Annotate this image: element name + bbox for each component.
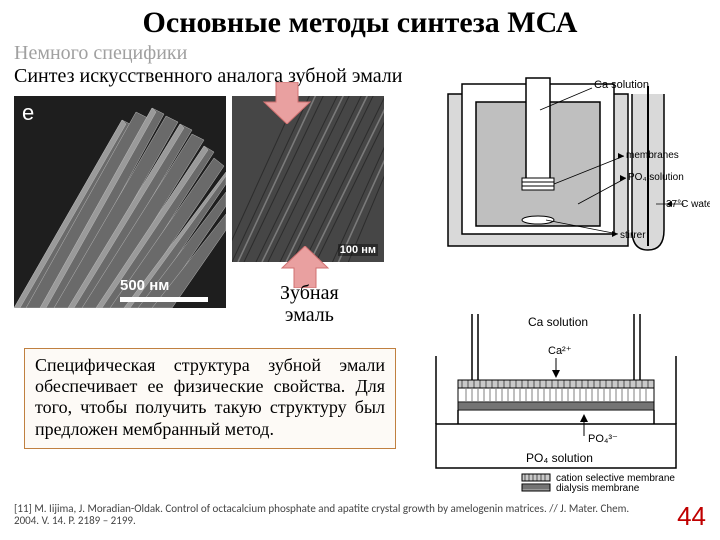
diag-top-water: 37°C water: [666, 199, 710, 210]
diag-top-ca: Ca solution: [594, 79, 649, 91]
diag-bot-po4sol: PO₄ solution: [526, 451, 593, 465]
diag-bot-po43: PO₄³⁻: [588, 433, 618, 445]
diag-top-po4: PO₄ solution: [628, 172, 684, 183]
diag-bot-ca: Ca solution: [528, 315, 588, 329]
body-text: Специфическая структура зубной эмали обе…: [35, 355, 385, 440]
diag-bot-ca2: Ca²⁺: [548, 345, 572, 357]
scale-bar-left: [120, 297, 208, 302]
sem-image-left: e 500 нм: [14, 96, 226, 308]
slide-title: Основные методы синтеза МСА: [0, 0, 720, 40]
diag-top-stirrer: stirrer: [620, 230, 646, 241]
scale-bar-right-label: 100 нм: [338, 244, 378, 256]
enamel-label-l2: эмаль: [285, 304, 334, 326]
arrow-down-icon: [260, 82, 314, 124]
body-text-box: Специфическая структура зубной эмали обе…: [24, 348, 396, 449]
page-number: 44: [677, 501, 706, 532]
diagram-membrane-detail: Ca solution Ca²⁺: [418, 306, 710, 494]
legend-dm: dialysis membrane: [556, 483, 640, 494]
panel-letter: e: [22, 100, 34, 126]
subtitle-grey: Немного специфики: [0, 42, 720, 65]
scale-bar-left-label: 500 нм: [120, 277, 169, 294]
diagram-apparatus: Ca solution membranes PO₄ solution 37°C …: [418, 74, 710, 270]
diag-top-memb: membranes: [626, 150, 679, 161]
enamel-label: Зубная эмаль: [280, 282, 339, 326]
citation: [11] M. Iijima, J. Moradian-Oldak. Contr…: [14, 503, 654, 528]
enamel-label-l1: Зубная: [280, 282, 339, 304]
